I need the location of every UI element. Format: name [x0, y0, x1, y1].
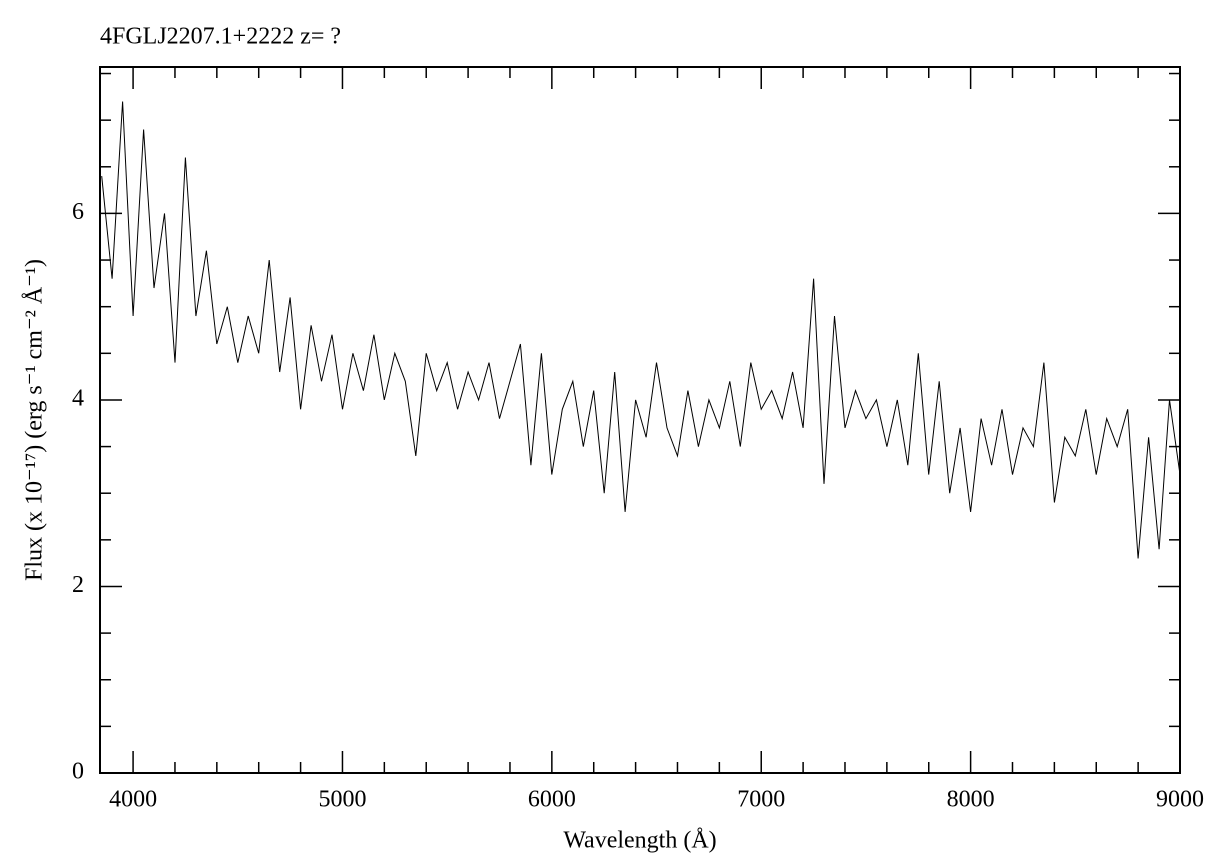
chart-title: 4FGLJ2207.1+2222 z= ? — [100, 24, 341, 50]
x-tick-label: 6000 — [528, 787, 576, 813]
x-axis-label: Wavelength (Å) — [563, 828, 716, 854]
x-tick-label: 4000 — [109, 787, 157, 813]
spectrum-line — [101, 101, 1181, 559]
x-tick-label: 7000 — [737, 787, 785, 813]
y-axis-label: Flux (x 10⁻¹⁷) (erg s⁻¹ cm⁻² Å⁻¹) — [22, 259, 48, 581]
plot-frame — [99, 66, 1181, 774]
y-tick-label: 0 — [72, 759, 84, 785]
x-tick-label: 8000 — [947, 787, 995, 813]
y-tick-label: 2 — [72, 572, 84, 598]
y-tick-label: 6 — [72, 199, 84, 225]
y-tick-label: 4 — [72, 385, 84, 411]
x-tick-label: 9000 — [1156, 787, 1204, 813]
x-tick-label: 5000 — [318, 787, 366, 813]
